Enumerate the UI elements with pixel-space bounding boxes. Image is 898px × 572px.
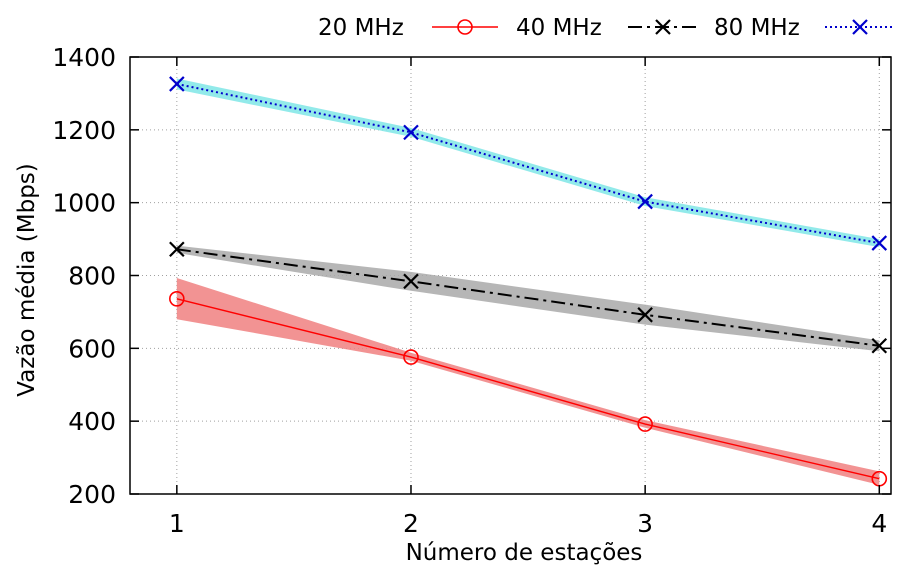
x-tick-label: 3 (637, 509, 653, 538)
y-tick-label: 800 (68, 262, 116, 291)
y-tick-label: 1200 (52, 116, 116, 145)
y-axis-label: Vazão média (Mbps) (14, 163, 40, 397)
grid (130, 57, 891, 494)
confidence-bands (177, 78, 879, 484)
band-80-mhz (177, 78, 879, 247)
legend: 20 MHz 40 MHz 80 MHz (318, 15, 895, 41)
legend-label-40-mhz: 40 MHz (516, 15, 602, 41)
series-markers (170, 77, 886, 486)
legend-label-80-mhz: 80 MHz (714, 15, 800, 41)
y-tick-label: 200 (68, 480, 116, 509)
y-tick-label: 1400 (52, 43, 116, 72)
y-tick-label: 400 (68, 407, 116, 436)
x-tick-label: 1 (169, 509, 185, 538)
y-tick-label: 1000 (52, 189, 116, 218)
x-tick-label: 4 (871, 509, 887, 538)
y-tick-label: 600 (68, 334, 116, 363)
x-tick-label: 2 (403, 509, 419, 538)
x-axis-label: Número de estações (406, 540, 643, 566)
series-lines (177, 84, 879, 479)
legend-label-20-mhz: 20 MHz (318, 15, 404, 41)
